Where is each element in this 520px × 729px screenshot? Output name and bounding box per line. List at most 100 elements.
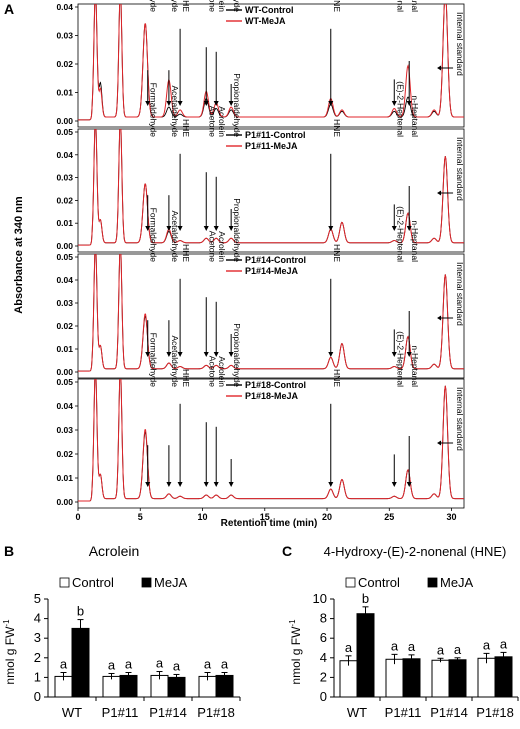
significance-letter: b [77, 604, 84, 619]
peak-label: Acetaldehyde [170, 85, 180, 137]
peak-label: Acetone [207, 0, 217, 12]
peak-arrowhead [328, 352, 334, 357]
significance-letter: a [125, 657, 133, 672]
legend-label: Control [358, 575, 400, 590]
x-tick-label: 10 [198, 512, 208, 522]
meja-bar [119, 674, 138, 698]
peak-arrowhead [228, 226, 234, 231]
y-tick-label: 0.01 [56, 473, 73, 483]
peak-label: Acrolein [217, 106, 227, 137]
peak-label: Acetone [207, 231, 217, 262]
peak-arrowhead [328, 482, 334, 487]
y-tick-label: 4 [34, 611, 41, 626]
peak-label: Acrolein [217, 356, 227, 387]
peak-label: HHE [181, 369, 191, 387]
peak-arrowhead [145, 101, 151, 106]
peak-label: HHE [181, 119, 191, 137]
peak-arrowhead [213, 352, 219, 357]
legend-label: MeJA [154, 575, 188, 590]
peak-label: HNE [332, 0, 342, 12]
legend-swatch [345, 577, 356, 588]
y-tick-label: 2 [320, 669, 327, 684]
y-tick-label: 2 [34, 650, 41, 665]
peak-label: HNE [332, 119, 342, 137]
peak-arrowhead [213, 101, 219, 106]
y-tick-label: 10 [313, 591, 327, 606]
peak-label: n-Heptanal [410, 220, 420, 262]
significance-letter: a [108, 657, 116, 672]
y-tick-label: 0.03 [56, 31, 73, 41]
peak-label: Propionaldehyde [232, 323, 242, 387]
panel-a-ylabel: Absorbance at 340 nm [13, 196, 25, 314]
x-tick-label: 0 [75, 512, 80, 522]
peak-label: Internal standard [455, 387, 465, 451]
legend-label: MeJA [440, 575, 474, 590]
meja-trace [78, 379, 464, 502]
x-tick-label: 25 [384, 512, 394, 522]
peak-label: Internal standard [455, 262, 465, 326]
y-tick-label: 0.00 [56, 241, 73, 251]
peak-label: n-Heptanal [410, 95, 420, 137]
peak-arrowhead [328, 226, 334, 231]
y-tick-label: 1 [34, 669, 41, 684]
peak-label: Propionaldehyde [232, 73, 242, 137]
peak-arrowhead [203, 482, 209, 487]
peak-label: HHE [181, 0, 191, 12]
category-label: P1#11 [385, 705, 422, 720]
panel-b-letter: B [4, 543, 14, 559]
peak-arrowhead [391, 352, 397, 357]
legend-label: P1#11-Control [245, 130, 306, 140]
panel-b-ylabel: nmol g FW-1 [2, 619, 17, 685]
peak-arrowhead [177, 352, 183, 357]
chromatogram-frame [77, 253, 465, 379]
y-tick-label: 3 [34, 630, 41, 645]
legend-label: P1#18-Control [245, 380, 306, 390]
meja-bar [71, 627, 90, 698]
peak-arrowhead [406, 226, 412, 231]
peak-label: (E)-2-Heptenal [395, 331, 405, 387]
peak-label: (E)-2-Heptenal [395, 206, 405, 262]
category-label: P1#18 [197, 705, 235, 720]
y-tick-label: 0.05 [56, 252, 73, 262]
peak-arrowhead [177, 226, 183, 231]
peak-arrowhead [437, 190, 442, 196]
peak-arrowhead [145, 226, 151, 231]
y-tick-label: 4 [320, 650, 327, 665]
meja-trace [78, 254, 464, 372]
significance-letter: a [391, 638, 399, 653]
peak-label: (E)-2-Heptenal [395, 0, 405, 12]
peak-arrowhead [166, 101, 172, 106]
peak-arrowhead [437, 440, 442, 446]
y-tick-label: 0.02 [56, 321, 73, 331]
peak-arrowhead [406, 482, 412, 487]
chromatogram-panels: 0 5 10 15 20 25 30 0.00 0.01 0.02 0.03 0.04 WT-Contr… [56, 0, 465, 522]
panel-c-ylabel: nmol g FW-1 [288, 619, 303, 685]
meja-trace [78, 129, 464, 246]
y-tick-label: 0.05 [56, 127, 73, 137]
peak-label: Propionaldehyde [232, 0, 242, 12]
peak-arrowhead [228, 352, 234, 357]
y-tick-label: 0.00 [56, 497, 73, 507]
control-bar [431, 659, 450, 698]
significance-letter: b [362, 591, 369, 606]
peak-arrowhead [145, 352, 151, 357]
y-tick-label: 0.00 [56, 116, 73, 126]
y-tick-label: 0 [320, 689, 327, 704]
meja-bar [448, 659, 467, 698]
peak-arrowhead [213, 482, 219, 487]
meja-trace [78, 4, 464, 121]
significance-letter: a [204, 657, 212, 672]
category-label: P1#14 [430, 705, 468, 720]
y-tick-label: 8 [320, 611, 327, 626]
legend-label: P1#14-Control [245, 255, 306, 265]
y-tick-label: 0.03 [56, 173, 73, 183]
panel-a-xlabel: Retention time (min) [221, 518, 318, 529]
legend-label: P1#11-MeJA [245, 141, 298, 151]
x-tick-label: 5 [138, 512, 143, 522]
peak-arrowhead [391, 226, 397, 231]
y-tick-label: 0.02 [56, 59, 73, 69]
peak-label: HNE [332, 244, 342, 262]
peak-label: n-Heptanal [410, 0, 420, 12]
meja-bar [215, 674, 234, 698]
